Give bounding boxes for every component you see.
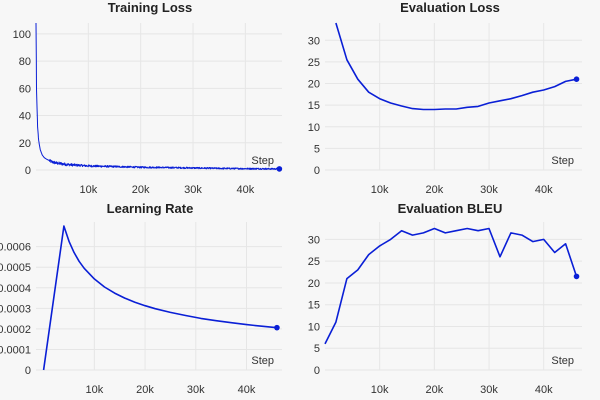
series-line <box>324 227 578 345</box>
chart-title: Learning Rate <box>107 201 194 216</box>
x-tick-label: 40k <box>238 384 256 396</box>
y-tick-label: 0.0006 <box>0 242 31 254</box>
y-tick-label: 0 <box>25 165 31 177</box>
y-tick-label: 100 <box>13 29 31 41</box>
series-line <box>42 225 277 371</box>
y-tick-label: 0.0001 <box>0 344 31 356</box>
x-tick-label: 10k <box>371 384 389 396</box>
x-tick-label: 40k <box>535 384 553 396</box>
x-tick-label: 10k <box>79 184 97 196</box>
y-tick-label: 10 <box>308 321 320 333</box>
x-tick-label: 40k <box>236 184 254 196</box>
chart-evaluation-loss: Evaluation Loss 0 5 10 15 20 25 30 10k 20k 30k 40k S… <box>308 0 582 196</box>
x-tick-label: 20k <box>425 384 443 396</box>
x-tick-label: 20k <box>425 184 443 196</box>
chart-title: Evaluation BLEU <box>398 201 503 216</box>
chart-title: Training Loss <box>108 0 193 15</box>
y-tick-label: 20 <box>308 79 320 91</box>
x-tick-label: 30k <box>480 384 498 396</box>
y-tick-label: 40 <box>19 111 31 123</box>
y-tick-label: 0.0005 <box>0 262 31 274</box>
y-tick-label: 25 <box>308 57 320 69</box>
y-tick-label: 0 <box>314 365 320 377</box>
y-tick-label: 20 <box>308 278 320 290</box>
x-axis-label: Step <box>551 355 574 367</box>
series-end-point <box>573 76 580 83</box>
x-tick-label: 20k <box>136 384 154 396</box>
x-axis-label: Step <box>551 155 574 167</box>
y-tick-label: 60 <box>19 83 31 95</box>
x-axis-label: Step <box>251 155 274 167</box>
x-tick-label: 30k <box>184 184 202 196</box>
x-tick-label: 30k <box>187 384 205 396</box>
y-tick-label: 0 <box>314 165 320 177</box>
x-tick-label: 30k <box>480 184 498 196</box>
series-end-point <box>274 324 280 331</box>
x-tick-label: 20k <box>132 184 150 196</box>
x-tick-label: 40k <box>535 184 553 196</box>
chart-training-loss: Training Loss 0 20 40 60 80 100 10k 20k 30k 40k Ste… <box>13 0 283 196</box>
chart-learning-rate: Learning Rate 0 0.0001 0.0002 0.0003 0.0004 0.… <box>0 201 282 396</box>
series-end-point <box>573 273 580 280</box>
chart-evaluation-bleu: Evaluation BLEU 0 5 10 15 20 25 30 10k 20k 30k 40k S… <box>308 201 582 396</box>
y-tick-label: 15 <box>308 100 320 112</box>
series-line <box>335 22 577 111</box>
series-line <box>35 22 280 170</box>
y-tick-label: 20 <box>19 138 31 150</box>
y-tick-label: 30 <box>308 234 320 246</box>
y-tick-label: 5 <box>314 143 320 155</box>
y-tick-label: 15 <box>308 300 320 312</box>
x-tick-label: 10k <box>371 184 389 196</box>
y-tick-label: 0.0002 <box>0 324 31 336</box>
x-axis-label: Step <box>251 355 274 367</box>
chart-title: Evaluation Loss <box>400 0 500 15</box>
y-tick-label: 0.0003 <box>0 303 31 315</box>
x-tick-label: 10k <box>85 384 103 396</box>
y-tick-label: 10 <box>308 122 320 134</box>
y-tick-label: 25 <box>308 256 320 268</box>
y-tick-label: 30 <box>308 35 320 47</box>
y-tick-label: 0 <box>25 365 31 377</box>
series-end-point <box>276 166 283 172</box>
y-tick-label: 0.0004 <box>0 283 31 295</box>
y-tick-label: 80 <box>19 56 31 68</box>
y-tick-label: 5 <box>314 343 320 355</box>
